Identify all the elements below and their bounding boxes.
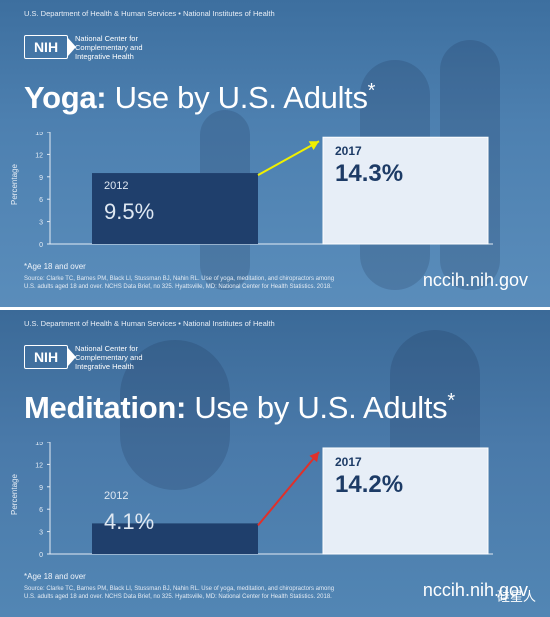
data-label: 9.5% bbox=[104, 199, 154, 224]
y-tick-label: 6 bbox=[39, 197, 43, 204]
title-star: * bbox=[367, 80, 376, 102]
center-name-line: Integrative Health bbox=[75, 362, 134, 371]
trend-arrow bbox=[257, 451, 320, 527]
nih-logo: NIH bbox=[24, 35, 76, 59]
title-star: * bbox=[447, 390, 455, 412]
center-name-line: National Center for bbox=[75, 344, 138, 353]
agency-line: U.S. Department of Health & Human Servic… bbox=[24, 9, 275, 18]
trend-arrow-head-icon bbox=[309, 451, 319, 463]
category-label: 2012 bbox=[104, 490, 128, 502]
yoga-infographic: U.S. Department of Health & Human Servic… bbox=[0, 0, 550, 307]
logo-arrow-icon bbox=[68, 38, 76, 56]
data-label: 14.3% bbox=[335, 160, 403, 187]
nih-logo: NIH bbox=[24, 345, 76, 369]
source-line: U.S. adults aged 18 and over. NCHS Data … bbox=[24, 284, 332, 290]
bar-2012 bbox=[92, 173, 258, 244]
y-tick-label: 0 bbox=[39, 552, 43, 559]
logo-arrow-icon bbox=[68, 348, 76, 366]
y-tick-label: 12 bbox=[35, 462, 43, 469]
y-axis-label: Percentage bbox=[10, 474, 19, 515]
y-tick-label: 9 bbox=[39, 175, 43, 182]
center-name: National Center for Complementary and In… bbox=[75, 34, 143, 61]
center-name-line: Integrative Health bbox=[75, 52, 134, 61]
y-tick-label: 15 bbox=[35, 132, 43, 137]
center-name-line: Complementary and bbox=[75, 353, 143, 362]
category-label: 2017 bbox=[335, 455, 362, 469]
source-line: Source: Clarke TC, Barnes PM, Black LI, … bbox=[24, 276, 335, 282]
website-url: nccih.nih.gov bbox=[422, 580, 528, 600]
data-label: 4.1% bbox=[104, 509, 154, 534]
trend-arrow-head-icon bbox=[308, 141, 319, 150]
background-figure bbox=[120, 340, 230, 490]
y-tick-label: 12 bbox=[35, 152, 43, 159]
agency-line: U.S. Department of Health & Human Servic… bbox=[24, 319, 275, 328]
chart-title: Meditation: Use by U.S. Adults* bbox=[24, 390, 455, 426]
title-bold: Yoga: bbox=[24, 80, 107, 115]
divider bbox=[0, 307, 550, 310]
website-url: nccih.nih.gov bbox=[422, 270, 528, 290]
title-bold: Meditation: bbox=[24, 390, 187, 425]
y-tick-label: 0 bbox=[39, 242, 43, 249]
bar-2012 bbox=[92, 523, 258, 554]
y-tick-label: 3 bbox=[39, 530, 43, 537]
y-tick-label: 6 bbox=[39, 507, 43, 514]
bar-2017 bbox=[322, 136, 489, 245]
title-rest: Use by U.S. Adults bbox=[106, 80, 368, 115]
center-name-line: National Center for bbox=[75, 34, 138, 43]
trend-arrow bbox=[257, 140, 320, 176]
meditation-infographic: U.S. Department of Health & Human Servic… bbox=[0, 310, 550, 617]
center-name-line: Complementary and bbox=[75, 43, 143, 52]
y-tick-label: 15 bbox=[35, 442, 43, 447]
source-citation: Source: Clarke TC, Barnes PM, Black LI, … bbox=[24, 275, 404, 291]
data-label: 14.2% bbox=[335, 471, 403, 498]
bar-2017 bbox=[322, 447, 489, 555]
source-line: Source: Clarke TC, Barnes PM, Black LI, … bbox=[24, 586, 335, 592]
center-name: National Center for Complementary and In… bbox=[75, 344, 143, 371]
bar-chart: 0 3 6 9 12 15 2012 4.1% 2017 14.2% bbox=[35, 442, 493, 559]
logo-text: NIH bbox=[33, 349, 59, 365]
category-label: 2017 bbox=[335, 144, 362, 158]
watermark: 硅星人 bbox=[496, 589, 536, 604]
logo-text: NIH bbox=[33, 39, 59, 55]
source-line: U.S. adults aged 18 and over. NCHS Data … bbox=[24, 594, 332, 600]
title-rest: Use by U.S. Adults bbox=[186, 390, 448, 425]
y-tick-label: 3 bbox=[39, 220, 43, 227]
footnote: *Age 18 and over bbox=[24, 262, 86, 271]
y-axis-label: Percentage bbox=[10, 164, 19, 205]
footnote: *Age 18 and over bbox=[24, 572, 86, 581]
source-citation: Source: Clarke TC, Barnes PM, Black LI, … bbox=[24, 585, 404, 601]
chart-title: Yoga: Use by U.S. Adults* bbox=[24, 80, 375, 116]
category-label: 2012 bbox=[104, 180, 128, 192]
y-tick-label: 9 bbox=[39, 485, 43, 492]
bar-chart: 0 3 6 9 12 15 2012 9.5% 2017 14.3% bbox=[35, 132, 493, 249]
